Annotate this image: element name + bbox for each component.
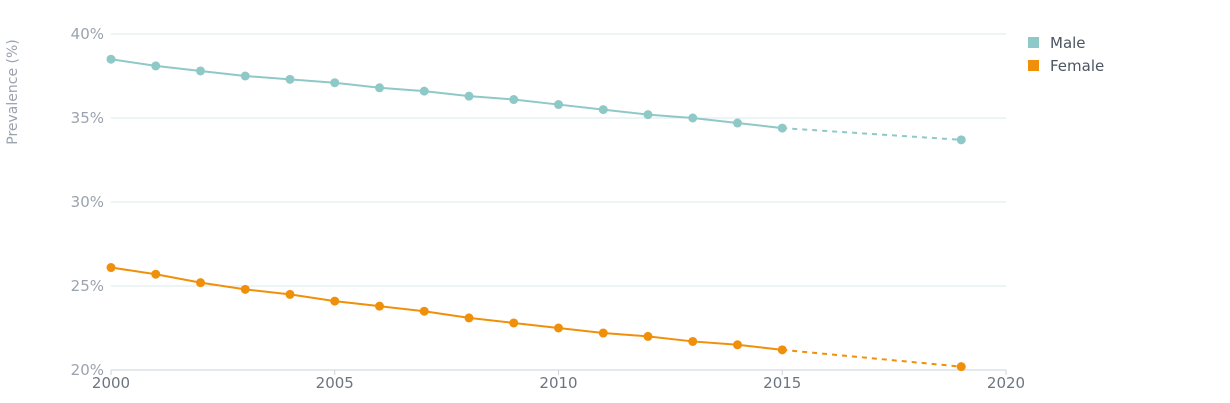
data-point-male[interactable]	[554, 100, 563, 110]
data-point-male[interactable]	[196, 66, 205, 76]
data-point-female[interactable]	[509, 318, 519, 328]
y-tick-label: 35%	[71, 109, 104, 127]
data-point-female[interactable]	[643, 331, 653, 341]
data-point-male[interactable]	[643, 110, 653, 120]
x-tick-label: 2005	[316, 374, 354, 392]
series-projection-male	[782, 127, 962, 141]
data-point-male[interactable]	[240, 71, 250, 81]
data-point-male[interactable]	[733, 118, 742, 128]
y-tick-label: 20%	[71, 361, 104, 379]
data-point-male[interactable]	[598, 105, 608, 115]
data-point-female[interactable]	[464, 313, 474, 323]
legend-label-male: Male	[1050, 33, 1086, 52]
y-axis-label: Prevalence (%)	[5, 39, 21, 145]
data-point-female[interactable]	[151, 269, 161, 279]
data-point-female[interactable]	[240, 284, 250, 294]
gridlines	[111, 33, 1006, 371]
data-point-female[interactable]	[330, 296, 340, 306]
x-tick-label: 2015	[763, 374, 801, 392]
data-point-male[interactable]	[375, 83, 384, 93]
data-point-male[interactable]	[419, 86, 429, 96]
legend-item-male[interactable]: Male	[1028, 31, 1104, 54]
data-point-female[interactable]	[196, 278, 205, 288]
series-projection-female	[782, 348, 962, 368]
data-point-male[interactable]	[151, 61, 161, 71]
data-point-male[interactable]	[688, 113, 698, 123]
legend-swatch-female	[1028, 60, 1039, 71]
data-point-male[interactable]	[106, 54, 116, 64]
series-line-male	[110, 58, 783, 130]
x-tick-label: 2020	[987, 374, 1025, 392]
data-point-female[interactable]	[554, 323, 563, 333]
y-tick-label: 25%	[71, 277, 104, 295]
data-point-female[interactable]	[733, 340, 742, 350]
series-layer	[106, 54, 966, 372]
y-axis-ticks: 20% 25% 30% 35% 40%	[71, 25, 104, 379]
data-point-female[interactable]	[375, 301, 384, 311]
data-point-male[interactable]	[956, 135, 966, 145]
legend: Male Female	[1028, 31, 1104, 77]
data-point-female[interactable]	[106, 263, 116, 273]
legend-item-female[interactable]: Female	[1028, 54, 1104, 77]
data-point-male[interactable]	[509, 95, 519, 105]
data-point-male[interactable]	[285, 74, 295, 84]
data-point-female[interactable]	[956, 362, 966, 372]
data-point-male[interactable]	[464, 91, 474, 101]
x-tick-label: 2010	[539, 374, 577, 392]
y-tick-label: 30%	[71, 193, 104, 211]
legend-swatch-male	[1028, 37, 1039, 48]
series-line-female	[110, 266, 783, 351]
legend-label-female: Female	[1050, 56, 1105, 75]
x-tick-label: 2000	[92, 374, 130, 392]
data-point-male[interactable]	[330, 78, 340, 88]
data-point-female[interactable]	[285, 289, 295, 299]
x-axis-ticks: 2000 2005 2010 2015 2020	[92, 370, 1025, 392]
data-point-female[interactable]	[688, 336, 698, 346]
data-point-male[interactable]	[777, 123, 787, 133]
data-point-female[interactable]	[419, 306, 429, 316]
data-point-female[interactable]	[777, 345, 787, 355]
y-tick-label: 40%	[71, 25, 104, 43]
data-point-female[interactable]	[598, 328, 608, 338]
